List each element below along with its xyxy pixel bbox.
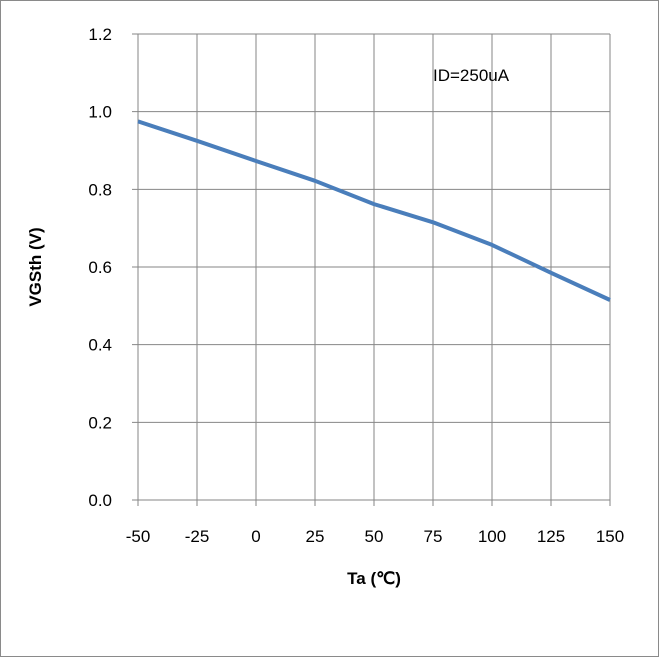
y-tick-label: 0.6: [88, 258, 112, 277]
x-tick-label: -25: [185, 527, 210, 546]
x-axis-title: Ta (℃): [347, 569, 401, 588]
x-tick-label: 125: [537, 527, 565, 546]
y-tick-label: 1.2: [88, 25, 112, 44]
y-tick-label: 0.4: [88, 336, 112, 355]
series-group: [137, 119, 611, 302]
annotation-label: ID=250uA: [433, 66, 510, 85]
x-tick-label: 25: [306, 527, 325, 546]
y-tick-label: 0.2: [88, 413, 112, 432]
x-tick-label: 0: [251, 527, 260, 546]
y-tick-label: 0.0: [88, 491, 112, 510]
x-tick-label: 50: [365, 527, 384, 546]
x-tick-label: -50: [126, 527, 151, 546]
grid-lines: [132, 33, 611, 506]
y-axis-title: VGSth (V): [26, 227, 45, 306]
y-tick-labels: 0.0 0.2 0.4 0.6 0.8 1.0 1.2: [88, 25, 112, 510]
series-line: [137, 119, 611, 302]
axes: [137, 34, 610, 501]
y-tick-label: 1.0: [88, 103, 112, 122]
x-tick-labels: -50 -25 0 25 50 75 100 125 150: [126, 527, 624, 546]
x-tick-label: 100: [478, 527, 506, 546]
x-tick-label: 150: [596, 527, 624, 546]
x-tick-label: 75: [424, 527, 443, 546]
y-tick-label: 0.8: [88, 180, 112, 199]
